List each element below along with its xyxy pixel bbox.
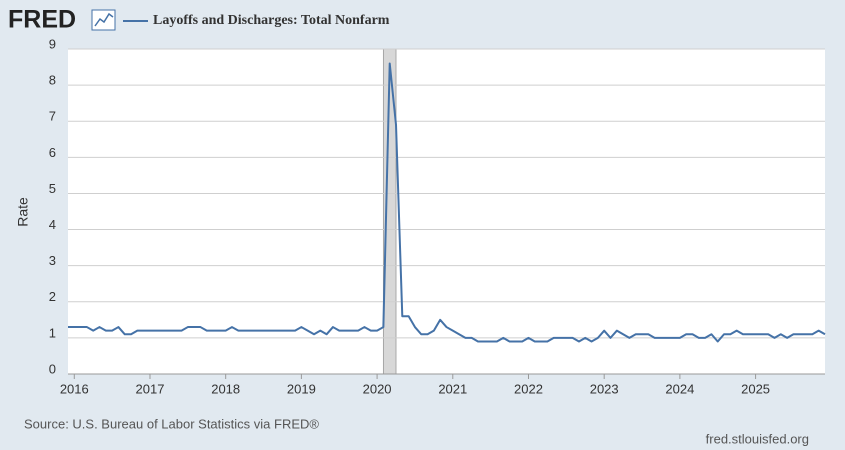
plot-area	[68, 49, 825, 374]
y-tick-label: 3	[49, 253, 56, 268]
y-tick-label: 5	[49, 181, 56, 196]
y-tick-label: 6	[49, 145, 56, 160]
logo-icon	[91, 9, 116, 31]
chart-title: Layoffs and Discharges: Total Nonfarm	[153, 13, 390, 28]
y-axis-label: Rate	[15, 197, 31, 227]
x-tick-label: 2020	[363, 381, 392, 396]
x-tick-label: 2023	[590, 381, 619, 396]
data-line	[68, 62, 826, 343]
x-tick-label: 2022	[514, 381, 543, 396]
y-tick-label: 9	[49, 36, 56, 51]
logo: FRED	[8, 6, 76, 34]
y-tick-label: 8	[49, 73, 56, 88]
x-tick-label: 2016	[60, 381, 89, 396]
y-tick-label: 2	[49, 289, 56, 304]
x-tick-label: 2017	[136, 381, 165, 396]
x-tick-label: 2018	[211, 381, 240, 396]
source: Source: U.S. Bureau of Labor Statistics …	[24, 416, 319, 431]
y-tick-label: 7	[49, 109, 56, 124]
y-tick-label: 4	[49, 217, 56, 232]
y-tick-label: 0	[49, 361, 56, 376]
x-tick-label: 2019	[287, 381, 316, 396]
x-tick-label: 2024	[665, 381, 694, 396]
y-tick-label: 1	[49, 325, 56, 340]
url: fred.stlouisfed.org	[706, 431, 809, 446]
x-tick-label: 2021	[438, 381, 467, 396]
x-tick-label: 2025	[741, 381, 770, 396]
